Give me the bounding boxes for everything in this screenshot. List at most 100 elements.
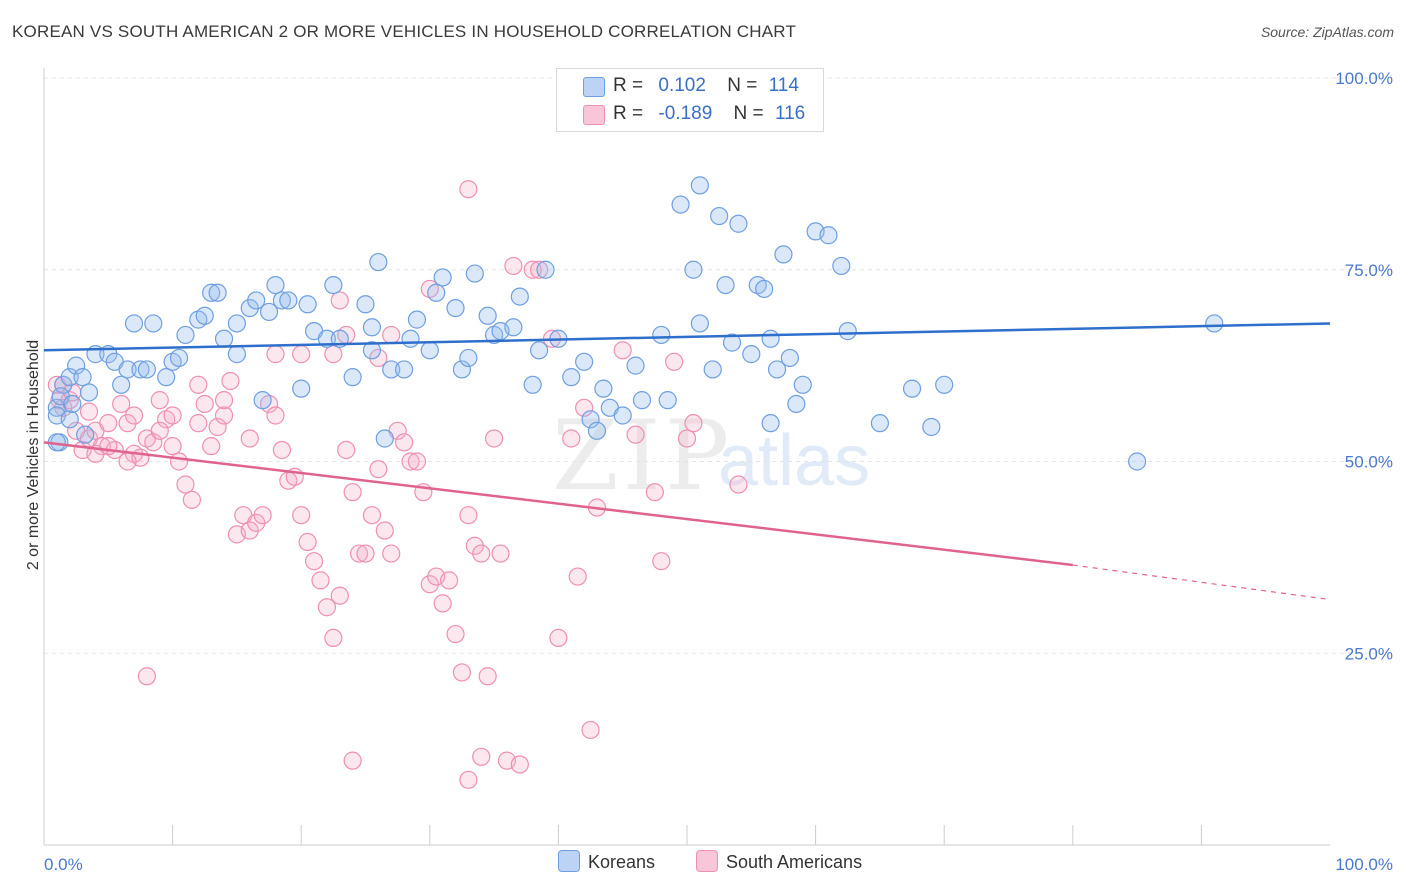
korean-point xyxy=(375,429,394,448)
korean-point xyxy=(761,414,780,433)
south-american-point xyxy=(626,425,645,444)
korean-point xyxy=(504,318,523,337)
korean-point xyxy=(838,322,857,341)
korean-point xyxy=(247,291,266,310)
korean-point xyxy=(626,356,645,375)
korean-point xyxy=(767,360,787,379)
south-american-point xyxy=(112,394,131,414)
south-american-point xyxy=(452,663,472,682)
south-american-point xyxy=(575,398,594,417)
koreans-swatch xyxy=(583,77,605,97)
south-american-point xyxy=(202,437,221,456)
south-american-point xyxy=(446,624,465,644)
chart-title: KOREAN VS SOUTH AMERICAN 2 OR MORE VEHIC… xyxy=(12,22,797,41)
korean-point xyxy=(722,333,742,352)
korean-point xyxy=(562,368,581,387)
south-american-point xyxy=(292,506,311,525)
south-american-point xyxy=(208,417,227,437)
koreans-n-label: N = xyxy=(727,75,758,96)
korean-point xyxy=(292,379,311,398)
south-american-trend-line xyxy=(43,441,1073,567)
koreans-r-value: 0.102 xyxy=(658,75,706,96)
korean-point xyxy=(902,379,922,398)
south-american-point xyxy=(182,490,201,509)
trend-lines xyxy=(43,322,1331,601)
south-american-point xyxy=(472,747,491,766)
axes xyxy=(43,68,1330,846)
south-american-point xyxy=(214,391,234,410)
korean-point xyxy=(446,299,465,318)
korean-point xyxy=(575,352,594,371)
legend-koreans[interactable]: Koreans xyxy=(558,850,655,873)
korean-point xyxy=(1127,452,1147,471)
south-american-point xyxy=(292,345,311,364)
south-american-point xyxy=(99,437,118,456)
korean-point xyxy=(324,275,343,295)
korean-point xyxy=(176,325,195,345)
koreans-legend-label: Koreans xyxy=(588,852,656,872)
korean-point xyxy=(356,295,375,314)
korean-point xyxy=(407,310,427,329)
korean-point xyxy=(716,275,735,295)
south-american-point xyxy=(729,475,748,494)
south-american-point xyxy=(324,345,343,364)
south-american-point xyxy=(330,586,349,605)
south-american-point xyxy=(221,371,240,391)
korean-point xyxy=(73,368,92,387)
south-american-point xyxy=(645,483,664,502)
korean-point xyxy=(63,394,82,414)
korean-point xyxy=(362,318,382,337)
south-american-point xyxy=(677,429,697,448)
korean-point xyxy=(272,291,292,310)
south-american-point xyxy=(369,460,388,479)
south-american-point xyxy=(613,341,632,360)
korean-point xyxy=(530,341,549,360)
korean-point xyxy=(478,306,497,325)
korean-point xyxy=(362,341,382,360)
korean-point xyxy=(253,391,272,410)
korean-point xyxy=(131,360,150,379)
y-tick-label: 25.0% xyxy=(1345,644,1393,663)
korean-point xyxy=(510,287,529,306)
korean-point xyxy=(922,417,941,437)
korean-point xyxy=(195,306,214,325)
korean-point xyxy=(279,291,298,310)
korean-point xyxy=(118,360,137,379)
y-tick-label: 100.0% xyxy=(1335,69,1393,88)
south-american-point xyxy=(189,414,208,433)
south-american-point xyxy=(504,256,523,276)
korean-point xyxy=(465,264,484,283)
south-american-point xyxy=(189,375,208,394)
south-americans-r-label: R = xyxy=(613,103,644,124)
korean-point xyxy=(710,206,729,226)
south-americans-legend-swatch xyxy=(696,850,718,872)
korean-point xyxy=(79,383,99,402)
korean-point xyxy=(832,256,851,276)
south-american-point xyxy=(485,429,504,448)
south-american-point xyxy=(459,506,478,525)
south-american-point xyxy=(362,506,382,525)
korean-point xyxy=(632,391,652,410)
south-american-point xyxy=(382,325,401,345)
south-american-point xyxy=(266,345,285,364)
south-american-point xyxy=(311,571,330,590)
south-american-point xyxy=(324,628,343,648)
korean-point xyxy=(169,348,189,368)
korean-point xyxy=(343,368,362,387)
south-american-point xyxy=(491,544,510,563)
korean-point xyxy=(581,410,600,429)
korean-point xyxy=(157,368,176,387)
korean-point xyxy=(742,345,761,364)
south-american-point xyxy=(478,667,497,686)
south-american-point xyxy=(549,628,568,648)
south-american-point xyxy=(407,452,427,471)
korean-point xyxy=(819,226,838,245)
south-american-point xyxy=(343,483,362,502)
korean-point xyxy=(208,283,227,302)
south-american-point xyxy=(568,567,587,586)
south-american-point xyxy=(684,414,703,433)
legend-south-americans[interactable]: South Americans xyxy=(696,850,862,873)
korean-point xyxy=(652,325,671,345)
korean-point xyxy=(690,314,709,333)
